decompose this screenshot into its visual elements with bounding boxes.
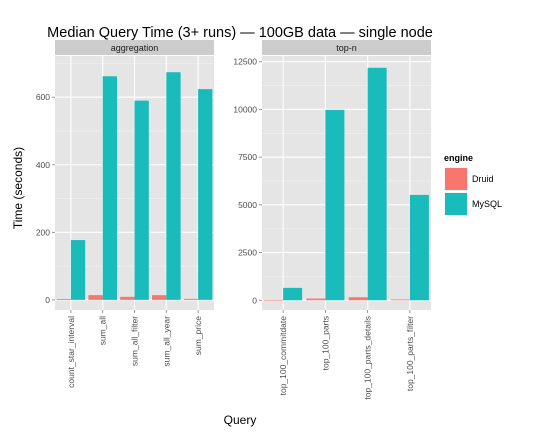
bar-mysql xyxy=(166,72,181,300)
y-tick-label: 7500 xyxy=(238,152,257,162)
bar-druid xyxy=(306,298,326,301)
x-tick-label: sum_all_year xyxy=(161,316,171,367)
bar-mysql xyxy=(409,194,429,301)
x-tick-label: sum_all xyxy=(98,316,108,345)
chart-title: Median Query Time (3+ runs) — 100GB data… xyxy=(47,25,433,41)
facet-strip-label: aggregation xyxy=(111,43,159,53)
bar-mysql xyxy=(70,240,86,300)
bar-druid xyxy=(120,296,135,300)
bar-druid xyxy=(151,295,167,300)
bar-druid xyxy=(348,297,368,301)
legend-label: MySQL xyxy=(472,199,502,209)
y-tick-label: 12500 xyxy=(233,57,257,67)
legend-label: Druid xyxy=(472,174,494,184)
facet-strip-label: top-n xyxy=(336,43,357,53)
bar-mysql xyxy=(367,67,387,301)
bar-mysql xyxy=(102,76,118,300)
y-tick-label: 600 xyxy=(36,92,50,102)
panel-aggregation: aggregation 0 200 400 600 count_star_interval… xyxy=(36,40,214,388)
x-tick-label: sum_price xyxy=(193,316,203,355)
x-axis-label: Query xyxy=(224,413,257,427)
panel-top-n: top-n 0 2500 5000 7500 10000 12500 top_100_comm… xyxy=(233,40,431,400)
bar-druid xyxy=(264,299,284,301)
panel-background xyxy=(262,56,431,310)
x-tick-label: sum_all_filter xyxy=(130,316,140,366)
bar-mysql xyxy=(198,89,213,300)
bar-druid xyxy=(390,299,410,301)
facet-strip xyxy=(55,40,214,55)
legend-key-druid xyxy=(445,168,467,190)
bar-mysql xyxy=(283,287,303,301)
y-tick-label: 0 xyxy=(45,295,50,305)
bar-druid xyxy=(183,298,199,300)
facet-panels: aggregation 0 200 400 600 count_star_interval… xyxy=(36,40,431,400)
legend-key-mysql xyxy=(445,193,467,215)
y-tick-label: 400 xyxy=(36,160,50,170)
legend: engine Druid MySQL xyxy=(443,153,502,217)
x-tick-label: count_star_interval xyxy=(66,316,76,388)
y-tick-label: 0 xyxy=(252,295,257,305)
x-tick-label: top_100_parts_filter xyxy=(405,316,415,391)
y-axis-label: Time (seconds) xyxy=(11,147,25,229)
bar-druid xyxy=(56,299,71,300)
bar-mysql xyxy=(134,100,149,300)
y-tick-label: 2500 xyxy=(238,248,257,258)
x-tick-label: top_100_commitdate xyxy=(278,316,288,396)
bar-druid xyxy=(88,295,103,300)
x-tick-label: top_100_parts xyxy=(320,316,330,370)
bar-mysql xyxy=(325,109,345,301)
y-tick-label: 10000 xyxy=(233,104,257,114)
legend-title: engine xyxy=(444,153,473,163)
y-tick-label: 5000 xyxy=(238,200,257,210)
y-tick-label: 200 xyxy=(36,227,50,237)
facet-strip xyxy=(262,40,431,55)
x-tick-label: top_100_parts_details xyxy=(363,316,373,400)
